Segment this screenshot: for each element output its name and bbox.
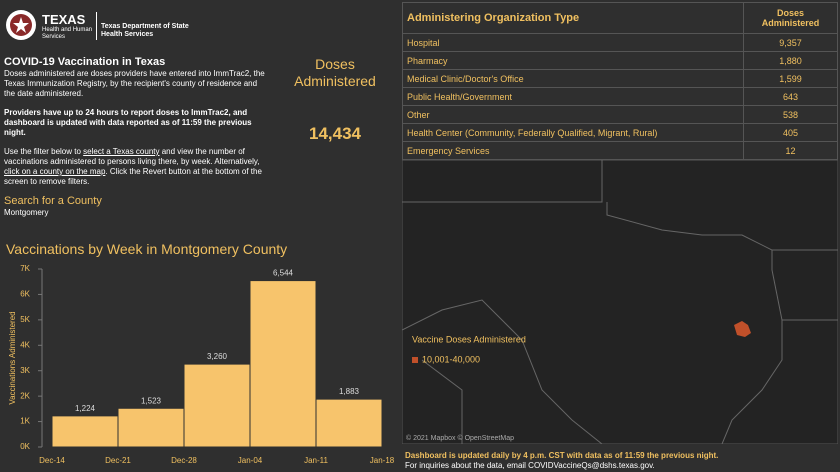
y-tick-label: 4K: [20, 340, 30, 349]
cell: Pharmacy: [402, 51, 744, 70]
bar: [249, 280, 317, 448]
y-tick-label: 6K: [20, 290, 30, 299]
value-label: 6,544: [273, 269, 294, 278]
header-cell: Doses Administered: [743, 2, 838, 34]
legend-title: Vaccine Doses Administered: [412, 334, 526, 344]
bar: [117, 407, 185, 448]
x-tick-label: Dec-28: [171, 456, 197, 465]
logo: TEXAS Health and Human Services Texas De…: [4, 8, 264, 44]
x-tick-label: Dec-21: [105, 456, 131, 465]
logo-subtitle: Health and Human Services: [42, 27, 93, 40]
bar: [51, 415, 119, 448]
department: Texas Department of State Health Service…: [101, 23, 189, 38]
intro: COVID-19 Vaccination in Texas Doses admi…: [4, 57, 266, 187]
table-row: Hospital 9,357: [402, 33, 838, 52]
intro-text: Doses administered are doses providers h…: [4, 69, 265, 98]
cell: 1,599: [743, 69, 838, 88]
cell: Other: [402, 105, 744, 124]
attribution: © 2021 Mapbox © OpenStreetMap: [406, 434, 514, 442]
map[interactable]: Vaccine Doses Administered 10,001-40,000…: [402, 160, 838, 444]
bar: [315, 398, 383, 448]
chart-title: Vaccinations by Week in Montgomery Count…: [6, 241, 288, 257]
cell: 538: [743, 105, 838, 124]
logo-title: TEXAS: [42, 12, 86, 27]
x-tick-label: Dec-14: [39, 456, 65, 465]
table-row: Medical Clinic/Doctor's Office 1,599: [402, 69, 838, 88]
value-label: 3,260: [207, 352, 228, 361]
table-row: Health Center (Community, Federally Qual…: [402, 123, 838, 142]
cell: Health Center (Community, Federally Qual…: [402, 123, 744, 142]
bar: [183, 363, 251, 448]
cell: 405: [743, 123, 838, 142]
y-tick-label: 0K: [20, 442, 30, 451]
table-row: Other 538: [402, 105, 838, 124]
cell: 12: [743, 141, 838, 160]
kpi-value: 14,434: [309, 124, 361, 143]
x-tick-label: Jan-18: [370, 456, 395, 465]
header-cell: Administering Organization Type: [402, 2, 744, 34]
cell: Hospital: [402, 33, 744, 52]
link[interactable]: click on a county on the map: [4, 167, 106, 176]
value-label: 1,523: [141, 396, 162, 405]
table-row: Public Health/Government 643: [402, 87, 838, 106]
y-tick-label: 5K: [20, 315, 30, 324]
footer-note: Dashboard is updated daily by 4 p.m. CST…: [405, 451, 719, 460]
county-shape[interactable]: [734, 321, 751, 337]
cell: Public Health/Government: [402, 87, 744, 106]
value-label: 1,883: [339, 387, 360, 396]
value-label: 1,224: [75, 404, 96, 413]
y-tick-label: 7K: [20, 264, 30, 273]
header-row: Administering Organization Type Doses Adm…: [402, 2, 838, 34]
table: Administering Organization Type Doses Adm…: [402, 2, 838, 160]
cell: 1,880: [743, 51, 838, 70]
cell: Medical Clinic/Doctor's Office: [402, 69, 744, 88]
link[interactable]: select a Texas county: [83, 147, 160, 156]
footer-contact: For inquiries about the data, email COVI…: [405, 461, 655, 470]
intro-text: Providers have up to 24 hours to report …: [4, 108, 252, 137]
text: and view the number of vaccinations admi…: [4, 147, 260, 166]
chart: Vaccinations Administered 0K 1K 2K 3K 4K 5K 6K 7…: [8, 264, 395, 465]
legend-item: 10,001-40,000: [422, 354, 480, 364]
cell: 9,357: [743, 33, 838, 52]
y-tick-label: 2K: [20, 391, 30, 400]
intro-title: COVID-19 Vaccination in Texas: [4, 56, 166, 68]
x-tick-label: Jan-04: [238, 456, 263, 465]
intro-text: Use the filter below to select a Texas c…: [4, 147, 266, 187]
y-axis-label: Vaccinations Administered: [8, 311, 17, 404]
text: . Click the Revert button at the bottom …: [4, 167, 262, 186]
kpi-label: Doses Administered: [294, 56, 376, 89]
y-tick-label: 3K: [20, 366, 30, 375]
table-row: Emergency Services 12: [402, 141, 838, 160]
logo-seal: [6, 10, 36, 40]
search-value[interactable]: Montgomery: [4, 208, 49, 217]
search-label: Search for a County: [4, 195, 102, 207]
x-tick-label: Jan-11: [304, 456, 328, 465]
text: Use the filter below to: [4, 147, 84, 156]
cell: 643: [743, 87, 838, 106]
org-table: Administering Organization Type Doses Adm…: [402, 2, 838, 160]
y-tick-label: 1K: [20, 417, 30, 426]
table-row: Pharmacy 1,880: [402, 51, 838, 70]
legend-swatch: [412, 357, 418, 363]
cell: Emergency Services: [402, 141, 744, 160]
